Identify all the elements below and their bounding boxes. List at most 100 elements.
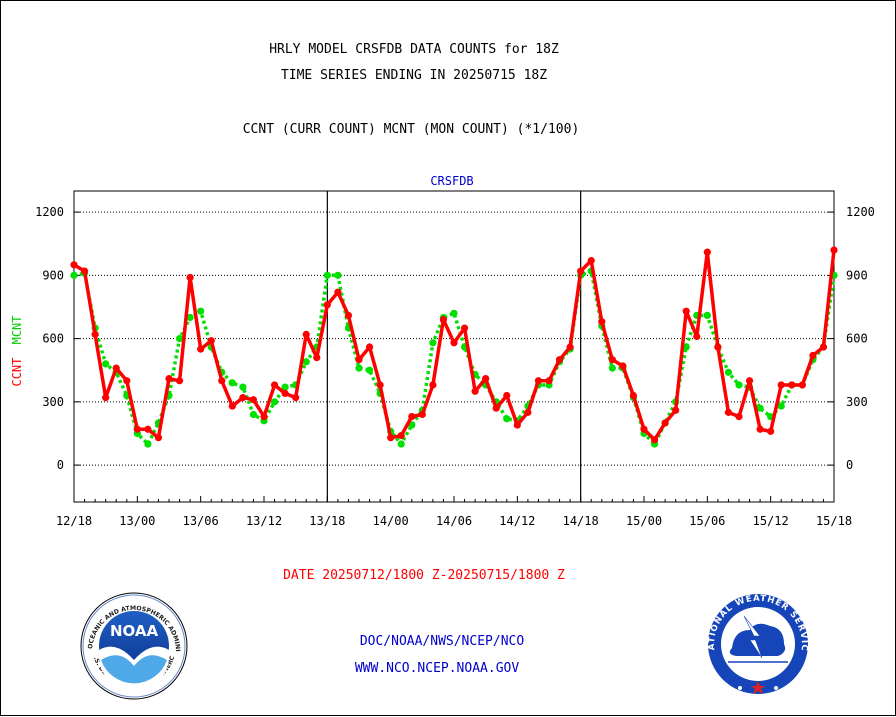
data-point-ccnt bbox=[777, 381, 785, 389]
data-point-ccnt bbox=[661, 419, 669, 427]
x-tick-label: 13/12 bbox=[246, 514, 282, 528]
data-point-mcnt bbox=[144, 440, 152, 448]
x-tick-label: 13/00 bbox=[119, 514, 155, 528]
y-tick-label-right: 300 bbox=[846, 395, 868, 409]
data-point-ccnt bbox=[397, 431, 405, 440]
x-tick-label: 15/00 bbox=[626, 514, 662, 528]
data-point-mcnt bbox=[397, 440, 405, 448]
data-point-ccnt bbox=[123, 377, 131, 385]
data-point-ccnt bbox=[418, 410, 426, 419]
data-point-mcnt bbox=[323, 271, 331, 279]
data-point-ccnt bbox=[640, 425, 648, 433]
y-tick-label-left: 900 bbox=[42, 268, 64, 282]
data-point-ccnt bbox=[819, 343, 828, 351]
y-tick-label-left: 1200 bbox=[35, 205, 64, 219]
data-point-ccnt bbox=[197, 345, 205, 353]
data-point-ccnt bbox=[365, 343, 374, 351]
data-point-ccnt bbox=[408, 413, 416, 421]
data-point-ccnt bbox=[703, 248, 711, 256]
y-tick-label-left: 0 bbox=[57, 458, 64, 472]
data-point-ccnt bbox=[756, 425, 764, 433]
footer-org: DOC/NOAA/NWS/NCEP/NCO bbox=[360, 634, 525, 649]
y-tick-label-right: 900 bbox=[846, 268, 868, 282]
data-point-ccnt bbox=[112, 364, 120, 372]
data-point-ccnt bbox=[102, 394, 110, 402]
data-point-ccnt bbox=[693, 332, 701, 341]
noaa-logo: NATIONAL OCEANIC AND ATMOSPHERIC ADMINIS… bbox=[80, 592, 188, 700]
x-tick-label: 15/12 bbox=[753, 514, 789, 528]
data-point-ccnt bbox=[788, 381, 796, 389]
footer-url: WWW.NCO.NCEP.NOAA.GOV bbox=[355, 661, 520, 676]
x-tick-label: 14/06 bbox=[436, 514, 472, 528]
svg-text:CCNT MCNT: CCNT MCNT bbox=[10, 315, 24, 386]
data-point-ccnt bbox=[80, 267, 89, 275]
data-point-mcnt bbox=[102, 360, 110, 368]
panel-title: CRSFDB bbox=[430, 174, 473, 188]
noaa-logo-text: NOAA bbox=[110, 622, 159, 640]
x-tick-label: 13/06 bbox=[183, 514, 219, 528]
y-axis-label-mcnt: MCNT bbox=[10, 315, 24, 344]
data-point-mcnt bbox=[450, 309, 458, 317]
data-point-mcnt bbox=[682, 343, 690, 351]
data-point-ccnt bbox=[376, 381, 384, 389]
x-tick-label: 12/18 bbox=[56, 514, 92, 528]
data-point-ccnt bbox=[344, 311, 353, 319]
chart-subtitle: CCNT (CURR COUNT) MCNT (MON COUNT) (*1/1… bbox=[243, 122, 580, 137]
data-point-mcnt bbox=[735, 381, 743, 389]
data-point-ccnt bbox=[323, 301, 331, 309]
data-point-ccnt bbox=[555, 356, 564, 364]
data-point-ccnt bbox=[207, 337, 215, 345]
data-point-ccnt bbox=[313, 353, 321, 362]
data-point-ccnt bbox=[798, 381, 806, 389]
tick-labels: 0 0 300 300 600 600 900 900 1200 1200 12/18 13/00 13… bbox=[35, 205, 875, 528]
x-tick-label: 14/18 bbox=[563, 514, 599, 528]
data-point-ccnt bbox=[429, 381, 437, 389]
data-point-ccnt bbox=[460, 324, 469, 332]
data-point-ccnt bbox=[629, 391, 638, 400]
data-point-ccnt bbox=[228, 402, 236, 410]
data-point-ccnt bbox=[809, 351, 817, 360]
x-tick-label: 15/06 bbox=[689, 514, 725, 528]
x-tick-label: 15/18 bbox=[816, 514, 852, 528]
data-point-ccnt bbox=[577, 267, 585, 275]
data-point-ccnt bbox=[598, 318, 606, 326]
data-point-ccnt bbox=[450, 339, 458, 347]
data-point-mcnt bbox=[334, 271, 342, 279]
data-point-ccnt bbox=[545, 377, 553, 385]
data-point-ccnt bbox=[292, 394, 300, 402]
data-point-mcnt bbox=[186, 313, 194, 322]
data-point-ccnt bbox=[830, 246, 838, 254]
data-point-ccnt bbox=[260, 413, 268, 421]
data-point-ccnt bbox=[302, 330, 310, 338]
data-point-ccnt bbox=[682, 307, 690, 315]
data-point-ccnt bbox=[745, 377, 754, 385]
data-point-mcnt bbox=[175, 334, 184, 343]
data-point-ccnt bbox=[154, 434, 163, 442]
data-point-ccnt bbox=[650, 436, 659, 444]
y-axis-label-ccnt: CCNT bbox=[10, 358, 24, 387]
x-tick-label: 14/00 bbox=[373, 514, 409, 528]
data-point-mcnt bbox=[270, 398, 279, 406]
data-point-mcnt bbox=[756, 404, 764, 412]
data-point-ccnt bbox=[492, 404, 500, 412]
data-point-mcnt bbox=[703, 311, 711, 319]
data-point-ccnt bbox=[482, 375, 490, 383]
data-point-mcnt bbox=[70, 271, 78, 279]
data-point-ccnt bbox=[186, 273, 194, 282]
data-point-ccnt bbox=[270, 381, 279, 389]
data-point-ccnt bbox=[714, 343, 722, 351]
data-point-mcnt bbox=[608, 364, 616, 372]
data-point-ccnt bbox=[281, 389, 289, 398]
data-point-ccnt bbox=[735, 413, 743, 421]
series-layer bbox=[70, 246, 838, 448]
data-point-ccnt bbox=[513, 421, 521, 429]
data-point-ccnt bbox=[524, 408, 532, 416]
data-point-ccnt bbox=[566, 343, 574, 351]
data-point-ccnt bbox=[471, 387, 479, 395]
data-point-mcnt bbox=[355, 364, 363, 372]
data-point-mcnt bbox=[197, 307, 205, 315]
data-point-ccnt bbox=[133, 425, 141, 433]
data-point-ccnt bbox=[608, 356, 616, 364]
